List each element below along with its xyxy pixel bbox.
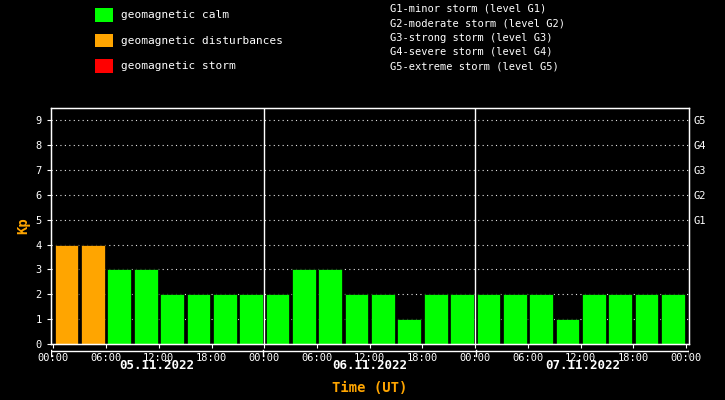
Bar	[213, 294, 236, 344]
Bar	[95, 8, 113, 22]
Text: G2-moderate storm (level G2): G2-moderate storm (level G2)	[390, 18, 565, 28]
Text: 06.11.2022: 06.11.2022	[332, 359, 407, 372]
Bar	[318, 270, 342, 344]
Bar	[555, 319, 579, 344]
Text: G1-minor storm (level G1): G1-minor storm (level G1)	[390, 4, 546, 14]
Bar	[608, 294, 632, 344]
Bar	[529, 294, 553, 344]
Bar	[292, 270, 315, 344]
Text: geomagnetic storm: geomagnetic storm	[121, 61, 236, 71]
Bar	[186, 294, 210, 344]
Bar	[265, 294, 289, 344]
Text: Time (UT): Time (UT)	[332, 381, 407, 395]
Bar	[81, 245, 105, 344]
Bar	[95, 34, 113, 48]
Bar	[661, 294, 685, 344]
Bar	[239, 294, 263, 344]
Bar	[54, 245, 78, 344]
Text: G4-severe storm (level G4): G4-severe storm (level G4)	[390, 47, 552, 57]
Text: geomagnetic calm: geomagnetic calm	[121, 10, 229, 20]
Bar	[107, 270, 131, 344]
Bar	[424, 294, 447, 344]
Bar	[371, 294, 395, 344]
Bar	[503, 294, 526, 344]
Text: 07.11.2022: 07.11.2022	[545, 359, 620, 372]
Bar	[134, 270, 157, 344]
Y-axis label: Kp: Kp	[16, 218, 30, 234]
Bar	[634, 294, 658, 344]
Bar	[160, 294, 184, 344]
Bar	[476, 294, 500, 344]
Bar	[450, 294, 474, 344]
Bar	[95, 59, 113, 73]
Text: geomagnetic disturbances: geomagnetic disturbances	[121, 36, 283, 46]
Text: 05.11.2022: 05.11.2022	[120, 359, 194, 372]
Bar	[582, 294, 605, 344]
Bar	[397, 319, 421, 344]
Text: G3-strong storm (level G3): G3-strong storm (level G3)	[390, 32, 552, 42]
Text: G5-extreme storm (level G5): G5-extreme storm (level G5)	[390, 61, 559, 71]
Bar	[344, 294, 368, 344]
